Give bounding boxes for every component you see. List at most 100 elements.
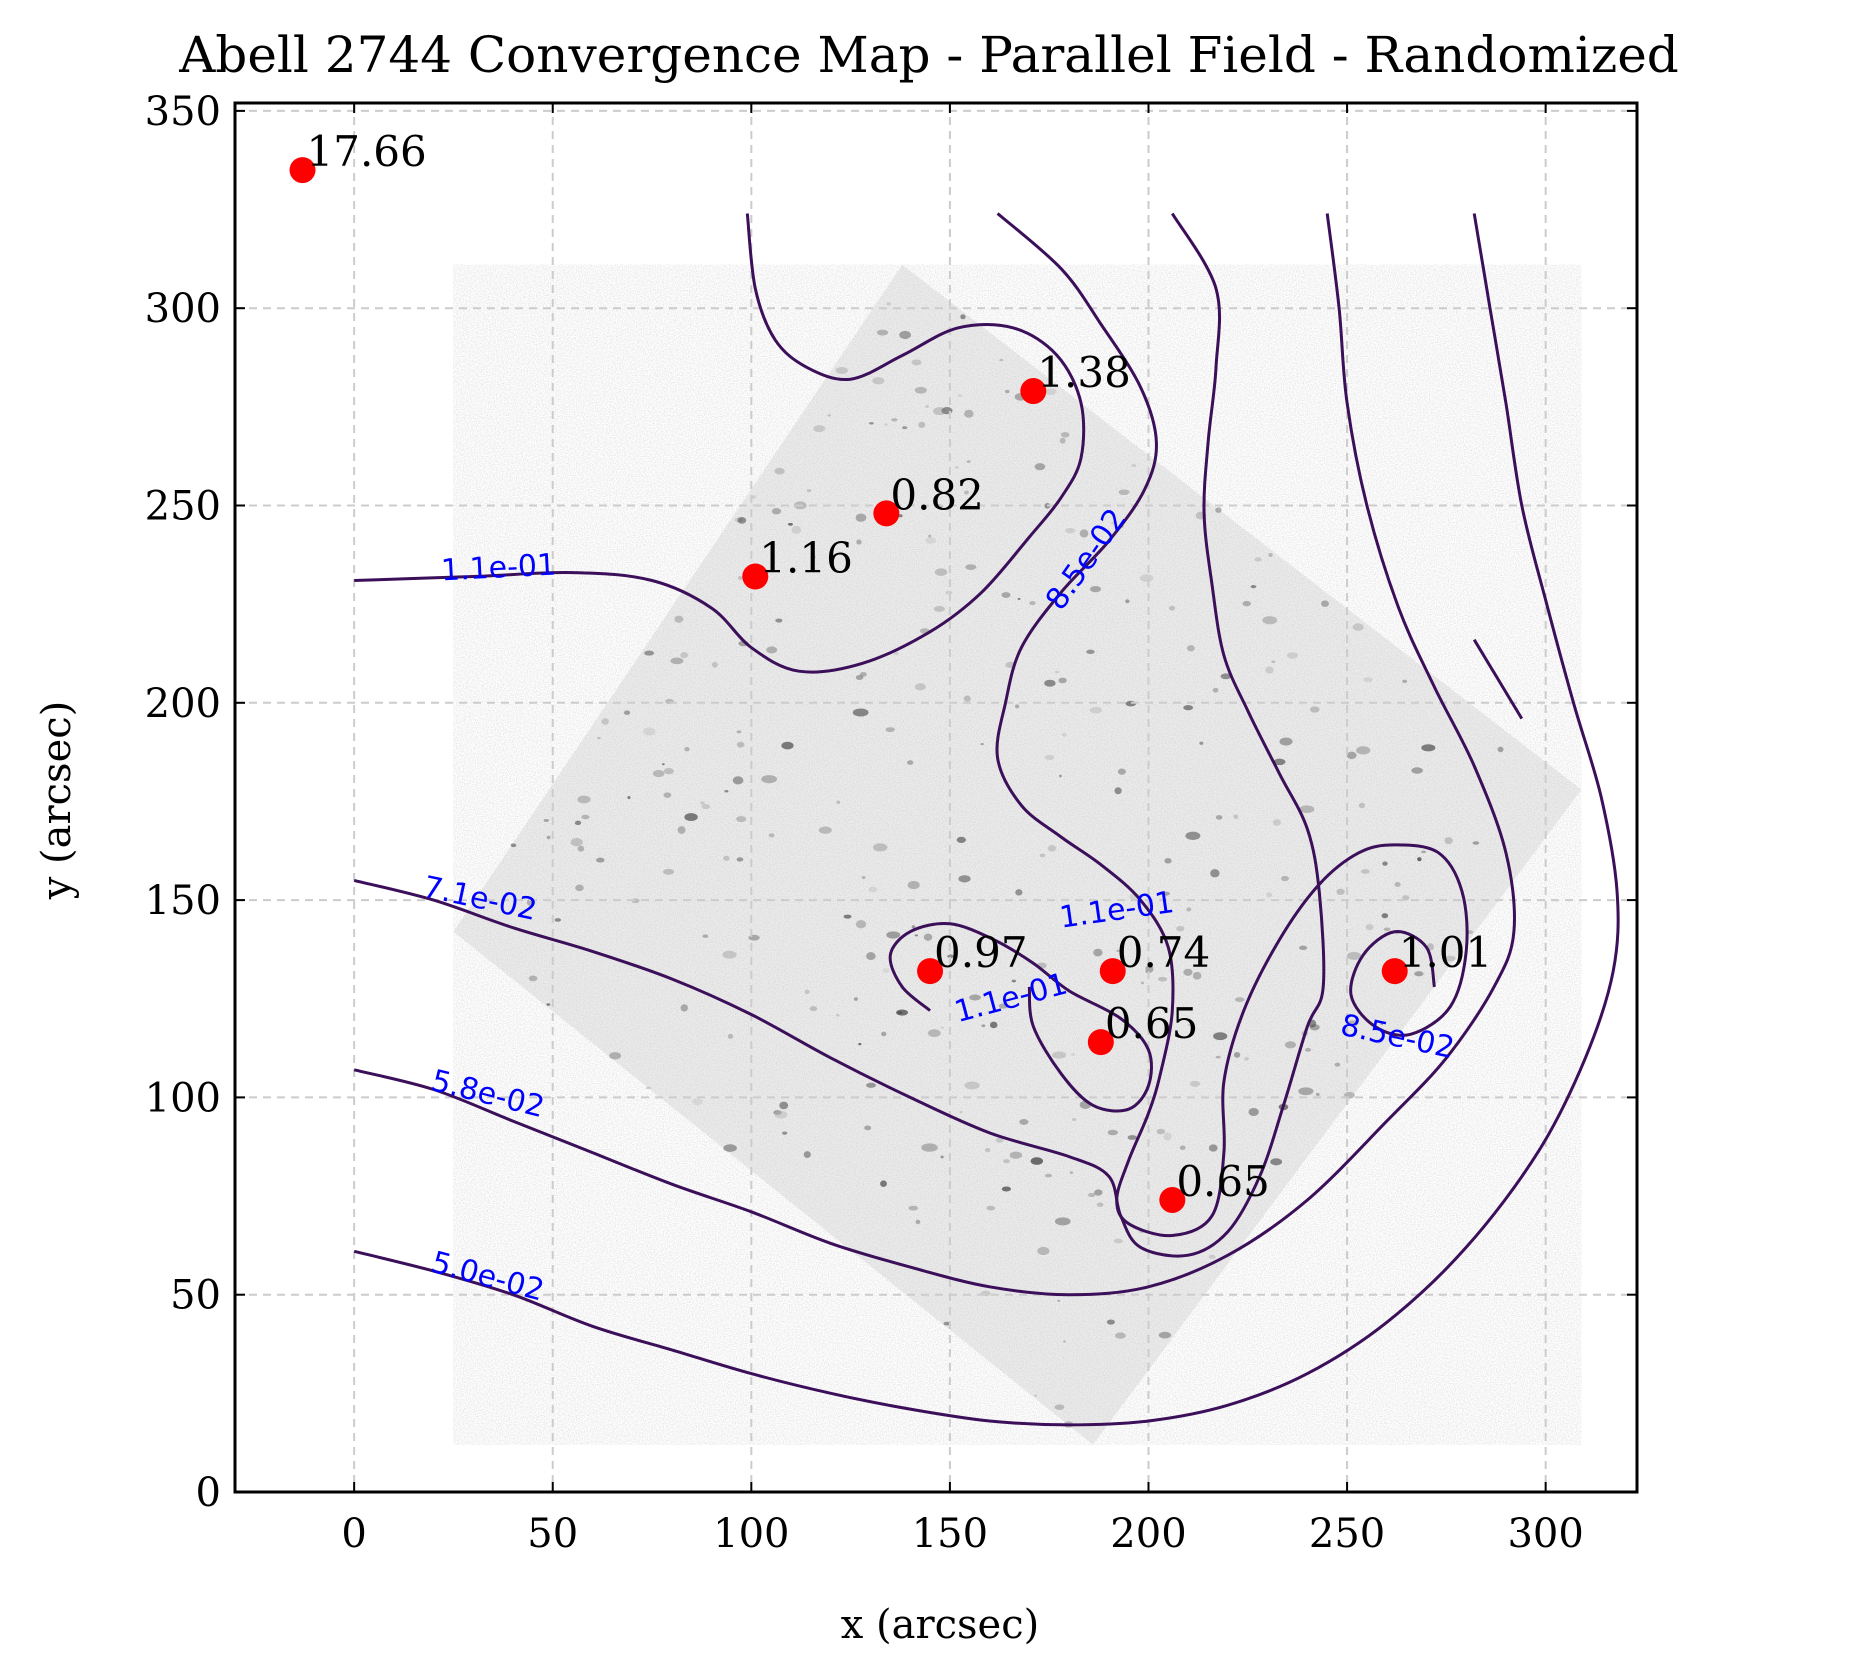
galaxy-speck	[1363, 677, 1373, 683]
galaxy-speck	[1444, 955, 1456, 962]
galaxy-speck	[1079, 529, 1089, 538]
mass-peak-point-7	[1381, 958, 1408, 985]
galaxy-speck	[510, 843, 517, 848]
galaxy-speck	[1052, 1051, 1067, 1059]
galaxy-speck	[855, 920, 867, 929]
galaxy-speck	[1444, 837, 1453, 845]
galaxy-speck	[999, 358, 1004, 362]
galaxy-speck	[1039, 853, 1046, 858]
galaxy-speck	[1063, 1340, 1066, 1343]
galaxy-speck	[652, 769, 665, 778]
galaxy-speck	[1125, 599, 1130, 604]
galaxy-speck	[927, 1029, 941, 1037]
galaxy-speck	[856, 539, 862, 545]
contour-label-0: 1.1e-01	[440, 547, 557, 588]
x-tick-label: 50	[527, 1511, 578, 1557]
galaxy-speck	[891, 418, 898, 422]
galaxy-speck	[1183, 705, 1194, 711]
galaxy-speck	[964, 409, 974, 418]
mass-peak-point-3	[742, 563, 769, 590]
galaxy-speck	[1071, 1118, 1077, 1121]
galaxy-speck	[956, 836, 966, 844]
mass-peak-label-2: 0.82	[890, 470, 984, 519]
galaxy-speck	[1114, 1332, 1126, 1339]
galaxy-speck	[1281, 875, 1289, 882]
galaxy-speck	[1315, 1092, 1320, 1096]
galaxy-speck	[1284, 1041, 1297, 1049]
galaxy-speck	[957, 394, 963, 398]
galaxy-speck	[1279, 737, 1293, 746]
y-tick-label: 150	[145, 878, 221, 924]
galaxy-speck	[958, 875, 971, 883]
galaxy-speck	[774, 1110, 788, 1119]
galaxy-speck	[812, 555, 816, 559]
mass-peak-label-6: 0.65	[1105, 999, 1199, 1048]
galaxy-speck	[1060, 431, 1070, 438]
galaxy-speck	[1472, 841, 1480, 845]
galaxy-speck	[722, 950, 737, 959]
galaxy-speck	[574, 820, 582, 826]
galaxy-speck	[1089, 706, 1103, 714]
galaxy-speck	[998, 1003, 1009, 1009]
galaxy-speck	[986, 1205, 996, 1211]
mass-peak-label-5: 0.74	[1117, 928, 1211, 977]
galaxy-speck	[724, 789, 729, 793]
hubble-field-image	[453, 264, 1582, 1445]
y-tick-label: 0	[196, 1470, 221, 1516]
galaxy-speck	[1268, 552, 1273, 558]
mass-peak-point-5	[1099, 958, 1126, 985]
galaxy-speck	[644, 650, 655, 656]
galaxy-speck	[1054, 1404, 1065, 1410]
galaxy-speck	[1107, 1129, 1119, 1136]
galaxy-speck	[528, 975, 538, 982]
galaxy-speck	[684, 747, 690, 752]
galaxy-speck	[827, 414, 831, 417]
galaxy-speck	[1114, 787, 1122, 795]
galaxy-speck	[969, 994, 981, 1001]
galaxy-speck	[965, 564, 977, 570]
galaxy-speck	[1059, 437, 1066, 444]
galaxy-speck	[902, 426, 908, 430]
mass-peak-label-4: 0.97	[934, 928, 1028, 977]
galaxy-speck	[1164, 858, 1172, 864]
galaxy-speck	[1183, 968, 1193, 976]
galaxy-speck	[1054, 670, 1060, 674]
axis-ticks: 0 50 100 150 200 250 300 0 50 100 150 200 250 300 350	[145, 89, 1637, 1557]
galaxy-speck	[1298, 1087, 1314, 1096]
galaxy-speck	[1145, 970, 1148, 974]
galaxy-speck	[1208, 1144, 1218, 1152]
galaxy-speck	[702, 934, 709, 938]
galaxy-speck	[1029, 601, 1036, 606]
galaxy-speck	[1402, 679, 1408, 684]
galaxy-speck	[1299, 945, 1308, 951]
galaxy-speck	[661, 763, 665, 766]
galaxy-speck	[1215, 507, 1222, 513]
contour-line-6	[1472, 638, 1524, 720]
galaxy-speck	[880, 1180, 887, 1188]
galaxy-speck	[1309, 706, 1320, 713]
galaxy-speck	[984, 1147, 991, 1153]
galaxy-speck	[1057, 1299, 1061, 1302]
galaxy-speck	[933, 605, 945, 612]
galaxy-speck	[906, 760, 914, 765]
galaxy-speck	[1030, 1157, 1044, 1165]
mass-peak-label-0: 17.66	[307, 127, 427, 176]
galaxy-speck	[989, 1021, 998, 1029]
galaxy-speck	[803, 1151, 811, 1159]
galaxy-speck	[881, 1031, 887, 1037]
galaxy-speck	[577, 795, 591, 804]
galaxy-speck	[1358, 802, 1366, 809]
galaxy-speck	[1009, 1151, 1023, 1159]
galaxy-speck	[674, 615, 684, 623]
galaxy-speck	[570, 838, 583, 847]
galaxy-speck	[623, 710, 631, 715]
galaxy-speck	[809, 1006, 818, 1012]
galaxy-speck	[1145, 965, 1154, 973]
mass-peaks: 17.66 1.38 0.82 1.16 0.97 0.74 0.65 1.01 0.65	[289, 127, 1492, 1213]
galaxy-speck	[1176, 925, 1185, 932]
galaxy-speck	[1019, 1118, 1029, 1125]
galaxy-speck	[546, 1003, 551, 1006]
mass-peak-point-1	[1020, 378, 1047, 405]
galaxy-speck	[1037, 1246, 1050, 1256]
